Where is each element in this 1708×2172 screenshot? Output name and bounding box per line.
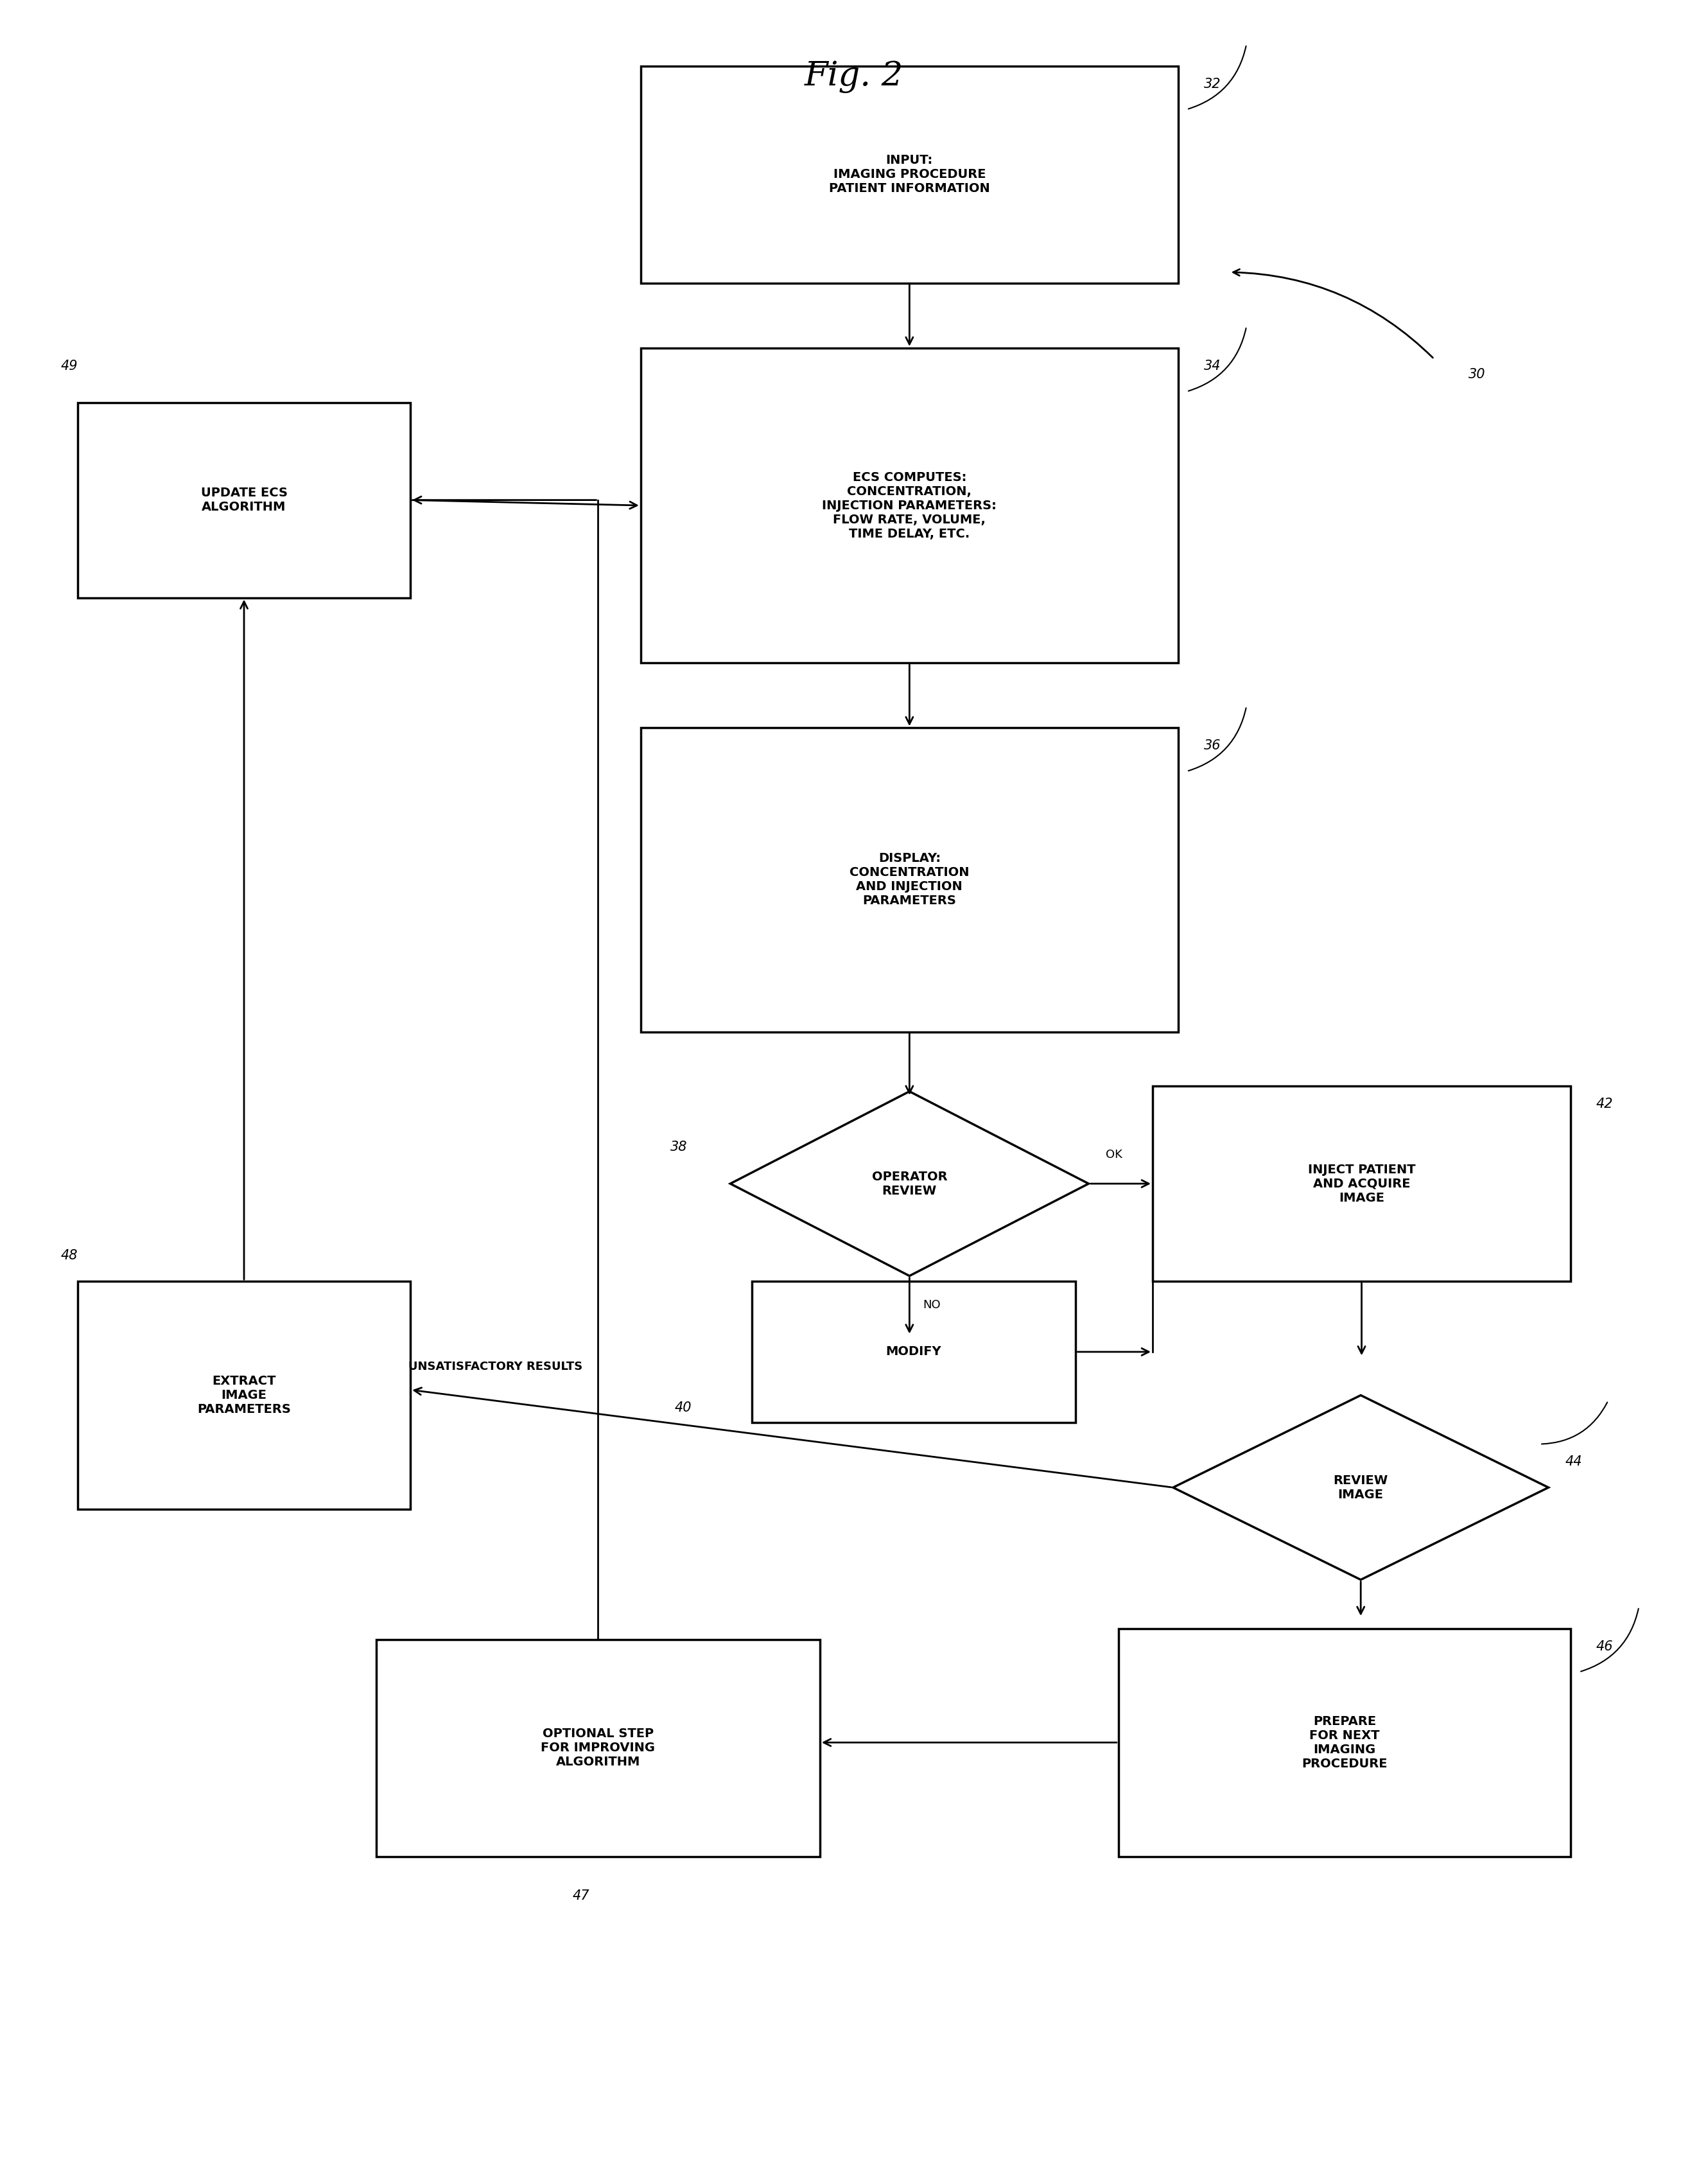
- Text: 30: 30: [1469, 367, 1486, 380]
- Text: 38: 38: [671, 1140, 688, 1153]
- Text: 49: 49: [60, 361, 77, 371]
- Text: INJECT PATIENT
AND ACQUIRE
IMAGE: INJECT PATIENT AND ACQUIRE IMAGE: [1308, 1164, 1416, 1203]
- Text: OPERATOR
REVIEW: OPERATOR REVIEW: [871, 1171, 948, 1197]
- Text: PREPARE
FOR NEXT
IMAGING
PROCEDURE: PREPARE FOR NEXT IMAGING PROCEDURE: [1301, 1716, 1387, 1770]
- FancyBboxPatch shape: [640, 65, 1179, 282]
- FancyBboxPatch shape: [1153, 1086, 1571, 1281]
- Polygon shape: [731, 1090, 1088, 1275]
- Text: 47: 47: [572, 1890, 589, 1903]
- Text: ECS COMPUTES:
CONCENTRATION,
INJECTION PARAMETERS:
FLOW RATE, VOLUME,
TIME DELAY: ECS COMPUTES: CONCENTRATION, INJECTION P…: [822, 471, 997, 541]
- Text: OK: OK: [1105, 1149, 1122, 1160]
- Text: OPTIONAL STEP
FOR IMPROVING
ALGORITHM: OPTIONAL STEP FOR IMPROVING ALGORITHM: [541, 1727, 656, 1768]
- Text: EXTRACT
IMAGE
PARAMETERS: EXTRACT IMAGE PARAMETERS: [196, 1375, 290, 1416]
- FancyBboxPatch shape: [640, 728, 1179, 1032]
- Text: MODIFY: MODIFY: [886, 1347, 941, 1358]
- Text: 40: 40: [675, 1401, 692, 1414]
- Text: 42: 42: [1597, 1097, 1614, 1110]
- Text: 46: 46: [1597, 1640, 1614, 1653]
- Text: 34: 34: [1204, 361, 1221, 371]
- Text: 44: 44: [1566, 1455, 1583, 1468]
- Text: 32: 32: [1204, 78, 1221, 91]
- FancyBboxPatch shape: [376, 1640, 820, 1857]
- Text: UPDATE ECS
ALGORITHM: UPDATE ECS ALGORITHM: [200, 487, 287, 513]
- Text: 48: 48: [60, 1249, 77, 1262]
- Text: DISPLAY:
CONCENTRATION
AND INJECTION
PARAMETERS: DISPLAY: CONCENTRATION AND INJECTION PAR…: [849, 854, 970, 908]
- Polygon shape: [1173, 1394, 1549, 1579]
- Text: UNSATISFACTORY RESULTS: UNSATISFACTORY RESULTS: [408, 1362, 582, 1373]
- Text: REVIEW
IMAGE: REVIEW IMAGE: [1334, 1475, 1389, 1501]
- FancyBboxPatch shape: [640, 348, 1179, 662]
- Text: NO: NO: [922, 1299, 941, 1312]
- FancyBboxPatch shape: [77, 1281, 410, 1510]
- FancyBboxPatch shape: [77, 402, 410, 597]
- Text: INPUT:
IMAGING PROCEDURE
PATIENT INFORMATION: INPUT: IMAGING PROCEDURE PATIENT INFORMA…: [828, 154, 991, 195]
- Text: Fig. 2: Fig. 2: [804, 61, 904, 93]
- FancyBboxPatch shape: [1119, 1629, 1571, 1857]
- FancyBboxPatch shape: [752, 1281, 1076, 1423]
- Text: 36: 36: [1204, 738, 1221, 752]
